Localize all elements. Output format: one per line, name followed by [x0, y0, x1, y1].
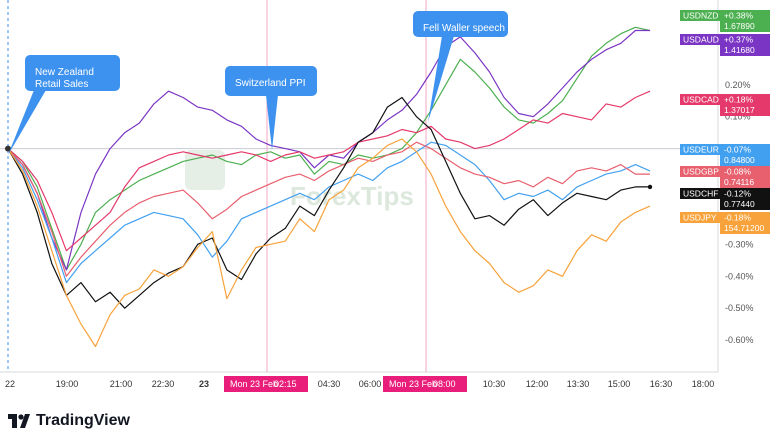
tag-price-usdchf: 0.77440 [724, 199, 755, 209]
tag-symbol-bg-usdaud [680, 34, 720, 45]
callout-swiss-ppi-box [225, 66, 317, 96]
y-tick-label: -0.50% [725, 303, 754, 313]
tag-value-bg-usdeur [720, 144, 770, 166]
tag-symbol-bg-usdgbp [680, 166, 720, 177]
tag-value-bg-usdnzd [720, 10, 770, 32]
x-tick-label: 21:00 [110, 379, 133, 389]
tag-symbol-bg-usdeur [680, 144, 720, 155]
x-highlight-1-bg [224, 376, 308, 392]
annotations: New Zealand Retail Sales Switzerland PPI Fe… [8, 11, 508, 155]
tag-change-usdchf: -0.12% [724, 189, 751, 199]
x-tick-label: 22 [5, 379, 15, 389]
tag-price-usdgbp: 0.74116 [724, 177, 754, 187]
tag-change-usdaud: +0.37% [724, 35, 754, 45]
tag-symbol-usdgbp: USDGBP [683, 167, 719, 177]
footer: TradingView [8, 409, 130, 433]
x-tick-label: 04:30 [318, 379, 341, 389]
tag-change-usdcad: +0.18% [724, 95, 754, 105]
tradingview-logo-icon [8, 414, 30, 428]
brand-name: TradingView [36, 412, 130, 429]
tag-value-bg-usdaud [720, 34, 770, 56]
x-tick-label: 10:30 [483, 379, 506, 389]
tag-price-usdaud: 1.41680 [724, 45, 755, 55]
x-highlight-2-time: 08:00 [433, 379, 456, 389]
x-tick-label: 15:00 [608, 379, 631, 389]
tag-value-bg-usdchf [720, 188, 770, 210]
tag-change-usdeur: -0.07% [724, 145, 751, 155]
tag-symbol-usdjpy: USDJPY [683, 213, 717, 223]
tag-symbol-usdaud: USDAUD [683, 35, 719, 45]
callout-swiss-ppi-pointer [266, 95, 278, 150]
tag-symbol-usdnzd: USDNZD [683, 11, 718, 21]
start-point-marker [5, 145, 11, 152]
y-tick-label: -0.60% [725, 335, 754, 345]
callout-swiss-ppi-text: Switzerland PPI [235, 78, 306, 89]
x-tick-label: 06:00 [359, 379, 382, 389]
x-tick-label: 22:30 [152, 379, 175, 389]
series-line-usdeur [7, 141, 651, 284]
price-tags: USDNZD +0.38%1.67890 USDAUD +0.37%1.41680 US… [680, 10, 770, 234]
y-tick-label: -0.40% [725, 271, 754, 281]
x-highlight-1-date: Mon 23 Feb [230, 379, 278, 389]
callout-fell-waller-box [413, 11, 508, 37]
tag-symbol-bg-usdnzd [680, 10, 720, 21]
watermark: ForexTips [185, 150, 414, 211]
tag-price-usdnzd: 1.67890 [724, 21, 755, 31]
watermark-text: ForexTips [290, 181, 414, 211]
tag-symbol-usdchf: USDCHF [683, 189, 718, 199]
callout-fell-waller-text: Fell Waller speech [423, 23, 505, 34]
callout-fell-waller-pointer [428, 36, 454, 122]
watermark-logo-icon [185, 150, 225, 190]
tag-symbol-bg-usdjpy [680, 212, 720, 223]
tag-symbol-usdeur: USDEUR [683, 145, 719, 155]
chart-background [0, 0, 719, 373]
tag-change-usdgbp: -0.08% [724, 167, 751, 177]
axes: 0.30%0.20%0.10%-0.30%-0.40%-0.50%-0.60%2… [5, 48, 754, 392]
callout-nz-retail-pointer [8, 90, 46, 155]
chart: ForexTips New Zealand Retail Sales Switzer… [0, 0, 770, 392]
tag-value-bg-usdcad [720, 94, 770, 116]
tag-change-usdjpy: -0.18% [724, 213, 751, 223]
end-point-usdchf [647, 184, 653, 190]
x-tick-label: 16:30 [650, 379, 673, 389]
tag-price-usdjpy: 154.71200 [724, 223, 764, 233]
x-highlight-2-date: Mon 23 Feb [389, 379, 437, 389]
series-line-usdgbp [7, 141, 650, 277]
tag-symbol-bg-usdcad [680, 94, 720, 105]
series-lines [5, 26, 653, 348]
callout-nz-retail-text: New Zealand Retail Sales [35, 67, 94, 90]
x-tick-label: 23 [199, 379, 209, 389]
x-highlight-2-bg [383, 376, 467, 392]
x-tick-label: 13:30 [567, 379, 590, 389]
tag-price-usdeur: 0.84800 [724, 155, 755, 165]
y-tick-label: 0.10% [725, 112, 751, 122]
series-line-usdcad [7, 90, 651, 252]
tag-symbol-bg-usdchf [680, 188, 720, 199]
x-tick-label: 18:00 [692, 379, 715, 389]
y-tick-label: -0.30% [725, 239, 754, 249]
callout-nz-retail-box [25, 55, 120, 91]
tag-value-bg-usdjpy [720, 212, 770, 234]
x-highlight-1-time: 02:15 [274, 379, 297, 389]
tag-symbol-usdcad: USDCAD [683, 95, 719, 105]
tag-value-bg-usdgbp [720, 166, 770, 188]
y-tick-label: 0.20% [725, 80, 751, 90]
x-tick-label: 19:00 [56, 379, 79, 389]
tag-change-usdnzd: +0.38% [724, 11, 754, 21]
series-line-usdchf [7, 96, 650, 309]
tag-price-usdcad: 1.37017 [724, 105, 755, 115]
x-tick-label: 12:00 [526, 379, 549, 389]
series-line-usdnzd [7, 26, 651, 271]
series-line-usdjpy [7, 138, 651, 348]
